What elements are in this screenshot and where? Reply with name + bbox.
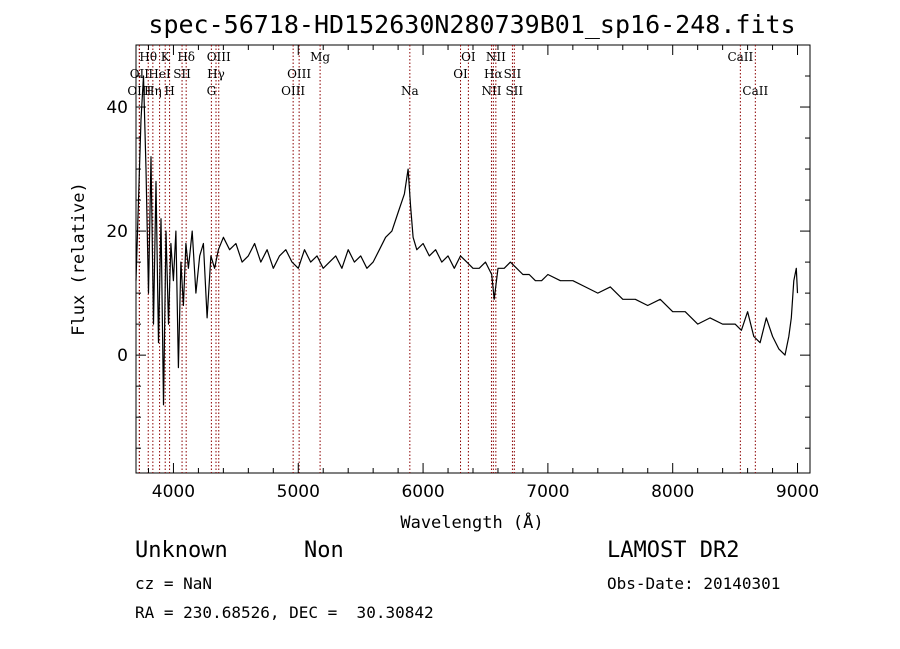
- spectral-line-label: Hδ: [177, 50, 195, 64]
- spectral-line-label: OI: [461, 50, 476, 64]
- spectral-line-label: Na: [401, 84, 419, 98]
- x-tick-label: 8000: [651, 482, 694, 502]
- spectral-line-label: Hα: [484, 67, 503, 81]
- survey-name: LAMOST DR2: [607, 538, 740, 563]
- plot-frame: [135, 44, 811, 474]
- chart-title: spec-56718-HD152630N280739B01_sp16-248.f…: [148, 10, 795, 39]
- axis-ticks: 4000 5000 6000 7000 8000 9000 0 20 40: [106, 45, 819, 502]
- spectral-line-label: SII: [504, 67, 522, 81]
- spectral-line-label: OIII: [207, 50, 231, 64]
- x-axis-label: Wavelength (Å): [400, 511, 543, 533]
- sky-coordinates: RA = 230.68526, DEC = 30.30842: [135, 603, 434, 622]
- y-tick-label: 40: [106, 98, 128, 118]
- spectral-line-label: Hη: [144, 84, 162, 98]
- spectral-line-label: CaII: [727, 50, 753, 64]
- y-axis-label: Flux (relative): [69, 182, 89, 336]
- spectral-line-label: OI: [453, 67, 468, 81]
- observation-date: Obs-Date: 20140301: [607, 574, 781, 593]
- spectral-line-label: G: [207, 84, 217, 98]
- x-tick-label: 6000: [401, 482, 444, 502]
- spectral-line-markers: OIIOIIIHθHηHeIKHSIIHδGHγOIIIOIIIOIIIMgNa…: [127, 45, 768, 473]
- x-tick-label: 5000: [277, 482, 320, 502]
- spectral-line-label: H: [164, 84, 174, 98]
- spectral-line-label: HeI: [148, 67, 171, 81]
- x-tick-label: 9000: [776, 482, 819, 502]
- y-tick-label: 0: [117, 346, 128, 366]
- spectral-line-label: SII: [173, 67, 191, 81]
- spectral-line-label: Hθ: [139, 50, 157, 64]
- object-subclass: Non: [304, 538, 344, 563]
- spectral-line-label: OIII: [287, 67, 311, 81]
- x-tick-label: 7000: [526, 482, 569, 502]
- object-class: Unknown: [135, 538, 228, 563]
- spectrum-series: [135, 75, 799, 406]
- x-tick-label: 4000: [152, 482, 195, 502]
- spectral-line-label: OIII: [281, 84, 305, 98]
- spectral-line-label: OIII: [127, 84, 151, 98]
- spectral-line-label: Hγ: [207, 67, 225, 81]
- spectral-line-label: NII: [481, 84, 501, 98]
- spectrum-line: [135, 75, 799, 406]
- y-tick-label: 20: [106, 222, 128, 242]
- redshift-value: cz = NaN: [135, 574, 213, 593]
- spectral-line-label: SII: [505, 84, 523, 98]
- spectral-line-label: CaII: [742, 84, 768, 98]
- spectral-line-label: Mg: [310, 50, 330, 64]
- spectral-line-label: NII: [486, 50, 506, 64]
- spectral-line-label: K: [161, 50, 171, 64]
